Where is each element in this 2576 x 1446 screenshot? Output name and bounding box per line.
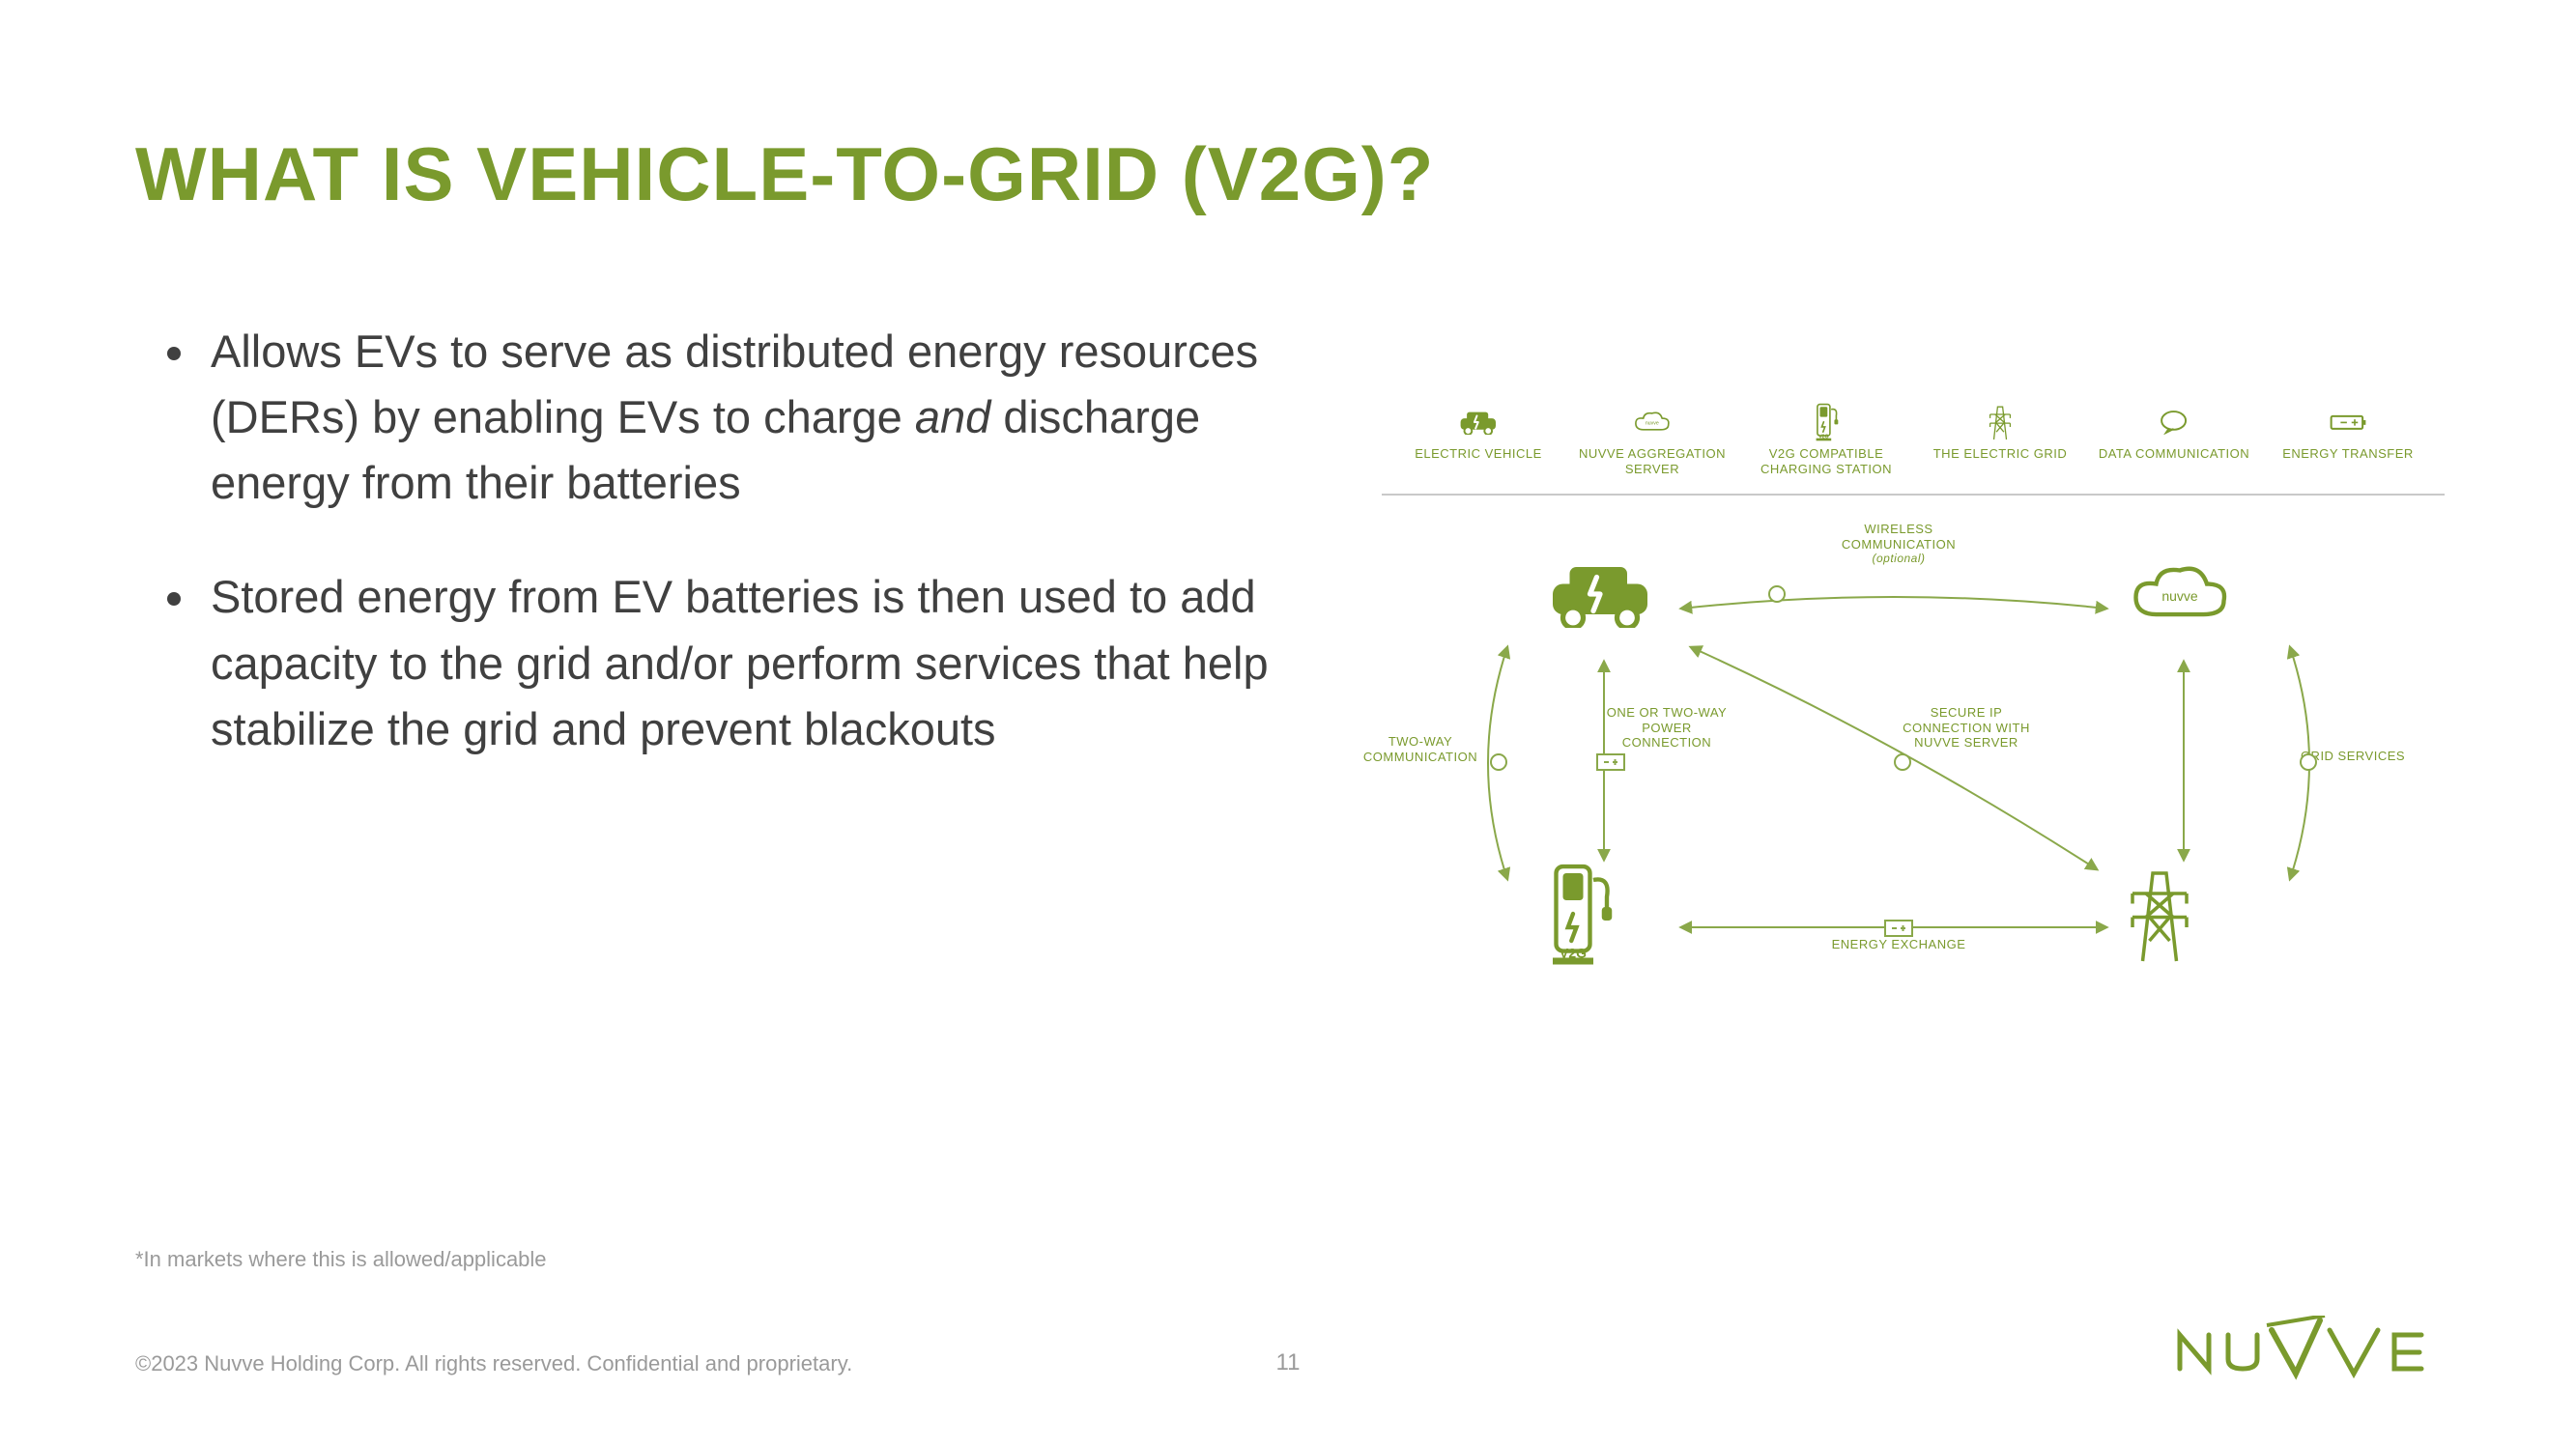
ev-car-icon [1458,406,1499,439]
diagram-flow: nuvve V2G WIRELESSCOMMUNICATION(optional… [1382,522,2445,1024]
bullet-1-em: and [915,391,990,442]
node-pylon [2126,860,2193,968]
legend-item-5: ENERGY TRANSFER [2261,406,2435,476]
copyright: ©2023 Nuvve Holding Corp. All rights res… [135,1351,852,1376]
bullet-1: Allows EVs to serve as distributed energ… [201,319,1324,516]
node-car [1546,560,1654,628]
page-number: 11 [1276,1349,1301,1376]
legend-item-2: V2G V2G COMPATIBLE CHARGING STATION [1739,406,1913,476]
legend-item-1: nuvve NUVVE AGGREGATION SERVER [1565,406,1739,476]
diagram-label-2: SECURE IPCONNECTION WITHNUVVE SERVER [1894,705,2039,751]
battery-icon [2330,406,2367,439]
diagram-label-1: ONE OR TWO-WAYPOWERCONNECTION [1594,705,1739,751]
midpoint-bubble-2 [1894,753,1911,771]
legend-label-2: V2G COMPATIBLE CHARGING STATION [1739,446,1913,476]
legend-label-5: ENERGY TRANSFER [2282,446,2414,462]
midpoint-battery-4 [1884,920,1913,937]
legend-label-0: ELECTRIC VEHICLE [1415,446,1542,462]
node-charger: V2G [1546,860,1614,968]
bullet-2: Stored energy from EV batteries is then … [201,564,1324,761]
diagram-legend: ELECTRIC VEHICLE nuvve NUVVE AGGREGATION… [1382,406,2445,496]
slide-title: WHAT IS VEHICLE-TO-GRID (V2G)? [135,130,1434,218]
midpoint-bubble-3 [1490,753,1507,771]
legend-item-3: THE ELECTRIC GRID [1913,406,2087,476]
cloud-icon: nuvve [1632,406,1673,439]
diagram-label-4: TWO-WAYCOMMUNICATION [1348,734,1493,764]
svg-text:nuvve: nuvve [2161,588,2198,604]
legend-label-1: NUVVE AGGREGATION SERVER [1565,446,1739,476]
diagram-label-3: ENERGY EXCHANGE [1826,937,1971,952]
legend-item-0: ELECTRIC VEHICLE [1391,406,1565,476]
pylon-icon [1988,406,2013,439]
charger-icon: V2G [1814,406,1839,439]
legend-label-3: THE ELECTRIC GRID [1933,446,2068,462]
diagram-label-0: WIRELESSCOMMUNICATION(optional) [1826,522,1971,566]
bullet-list: Allows EVs to serve as distributed energ… [145,319,1324,810]
midpoint-bubble-5 [2300,753,2317,771]
legend-label-4: DATA COMMUNICATION [2099,446,2249,462]
footnote: *In markets where this is allowed/applic… [135,1247,547,1272]
legend-item-4: DATA COMMUNICATION [2087,406,2261,476]
v2g-diagram: ELECTRIC VEHICLE nuvve NUVVE AGGREGATION… [1382,406,2445,1024]
svg-text:nuvve: nuvve [1646,421,1659,427]
midpoint-bubble-0 [1768,585,1786,603]
bubble-icon [2159,406,2189,439]
nuvve-logo [2170,1316,2460,1388]
node-cloud: nuvve [2126,560,2234,628]
midpoint-battery-1 [1596,753,1625,771]
bullet-2-pre: Stored energy from EV batteries is then … [211,571,1269,753]
